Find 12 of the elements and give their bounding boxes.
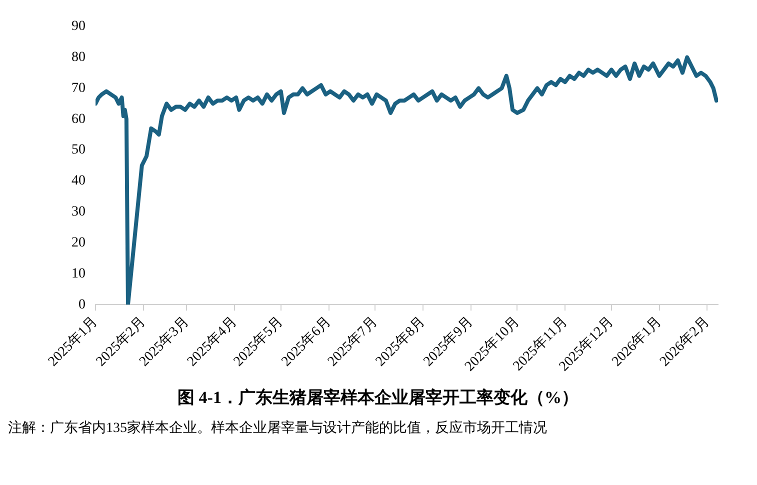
y-tick-label: 90 (72, 19, 86, 34)
y-tick-label: 10 (72, 266, 86, 282)
text: 图 4-1．广东生猪屠宰样本企业屠宰开工率变化（%） (176, 387, 580, 409)
y-tick-label: 60 (72, 112, 86, 127)
y-tick-label: 70 (72, 80, 86, 96)
y-tick-label: 50 (72, 142, 86, 158)
y-tick-label: 0 (78, 297, 86, 312)
y-tick-label: 40 (72, 174, 86, 189)
text: 注解：广东省内135家样本企业。样本企业屠宰量与设计产能的比值，反应市场开工情况 (8, 419, 548, 437)
y-tick-label: 30 (72, 204, 86, 220)
y-tick-label: 20 (72, 235, 86, 250)
y-tick-label: 80 (72, 50, 86, 65)
